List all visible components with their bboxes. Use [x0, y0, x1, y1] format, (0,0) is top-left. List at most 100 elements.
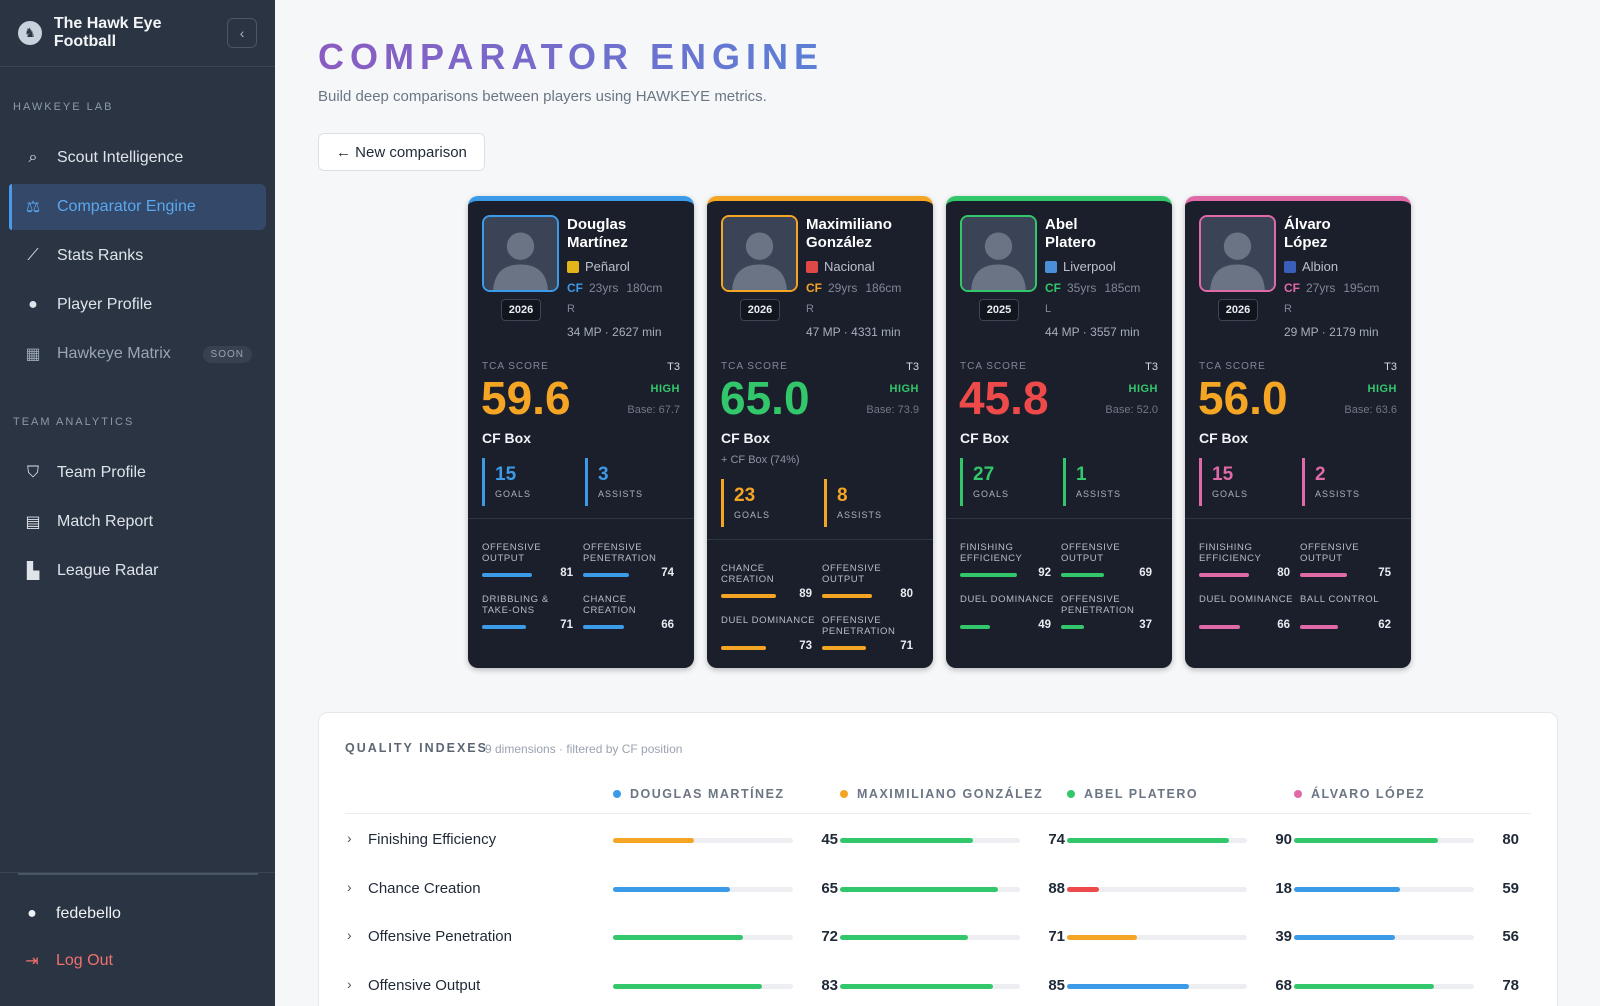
metric-item: OFFENSIVE PENETRATION 71: [822, 615, 923, 659]
username: fedebello: [56, 905, 121, 922]
quality-bar-fill: [840, 983, 993, 989]
player-card[interactable]: 2025 Abel Platero Liverpool CF 35yrs 185cm L 44 …: [946, 196, 1172, 668]
confidence-label: HIGH: [650, 383, 680, 395]
quality-row[interactable]: › Chance Creation 65 88 18 59: [345, 874, 1531, 904]
metric-value: 80: [1277, 567, 1290, 579]
player-bio: CF 35yrs 185cm: [1045, 281, 1140, 295]
metric-bar: [1061, 573, 1104, 577]
metric-item: FINISHING EFFICIENCY 80: [1199, 542, 1300, 586]
assists-stat-label: ASSISTS: [1076, 489, 1122, 499]
player-card[interactable]: 2026 Álvaro López Albion CF 27yrs 195cm R 29 MP …: [1185, 196, 1411, 668]
sidebar-item-hawkeye-matrix[interactable]: ▦ Hawkeye Matrix SOON: [9, 331, 266, 377]
metric-label-line1: DUEL DOMINANCE: [1199, 594, 1294, 605]
new-comparison-button[interactable]: ← New comparison: [318, 133, 485, 171]
collapse-sidebar-button[interactable]: ‹: [227, 18, 257, 48]
player-card[interactable]: 2026 Maximiliano González Nacional CF 29yrs 18…: [707, 196, 933, 668]
club-crest-icon: [806, 260, 818, 273]
metric-label: CHANCE CREATION: [721, 563, 822, 585]
quality-bar-track: [1067, 886, 1247, 892]
quality-bar-fill: [1067, 983, 1190, 989]
player-height: 185cm: [1104, 281, 1141, 295]
chevron-right-icon[interactable]: ›: [347, 878, 352, 895]
sidebar-item-comparator-engine[interactable]: ⚖ Comparator Engine: [9, 184, 266, 230]
quality-cell: 71: [840, 922, 1065, 952]
player-first-name: Maximiliano: [806, 216, 892, 233]
quality-row[interactable]: › Finishing Efficiency 45 74 90 80: [345, 825, 1531, 855]
key-metrics: FINISHING EFFICIENCY 80 OFFENSIVE OUTPUT 75 DU…: [1199, 542, 1399, 638]
sidebar-item-stats-ranks[interactable]: ⟋ Stats Ranks: [9, 233, 266, 279]
quality-bar-track: [613, 983, 793, 989]
chevron-right-icon[interactable]: ›: [347, 830, 352, 846]
player-color-dot: [1067, 790, 1075, 798]
logout-button[interactable]: ⇥ Log Out: [22, 951, 113, 971]
sidebar-item-label: Scout Intelligence: [57, 149, 184, 166]
sidebar-item-player-profile[interactable]: ● Player Profile: [9, 282, 266, 328]
tier-label: T3: [1145, 361, 1158, 373]
quality-dimension-name: Offensive Penetration: [368, 928, 512, 945]
divider: [1185, 518, 1411, 519]
sidebar-item-team-profile[interactable]: ⛉ Team Profile: [9, 450, 266, 496]
assists-stat: 3 ASSISTS: [585, 458, 688, 506]
user-profile-link[interactable]: ● fedebello: [22, 905, 121, 923]
club-name: Nacional: [824, 259, 875, 274]
tier-label: T3: [906, 361, 919, 373]
quality-row[interactable]: › Offensive Output 83 85 68 78: [345, 971, 1531, 1001]
quality-bar-track: [1067, 935, 1247, 940]
player-card[interactable]: 2026 Douglas Martínez Peñarol CF 23yrs 180cm R 3…: [468, 196, 694, 668]
quality-bar-fill: [1294, 886, 1401, 892]
quality-bar-fill: [840, 886, 999, 892]
metric-value: 89: [799, 588, 812, 600]
sidebar-item-match-report[interactable]: ▤ Match Report: [9, 499, 266, 545]
metric-item: BALL CONTROL 62: [1300, 594, 1401, 638]
base-score: Base: 73.9: [866, 404, 919, 416]
quality-row[interactable]: › Offensive Penetration 72 71 39 56: [345, 922, 1531, 952]
metric-label-line1: CHANCE: [721, 563, 765, 574]
goals-assists: 27 GOALS 1 ASSISTS: [960, 458, 1166, 506]
base-score: Base: 52.0: [1105, 404, 1158, 416]
sidebar-item-label: Team Profile: [57, 464, 146, 481]
assists-stat-value: 8: [837, 485, 848, 506]
quality-bar-track: [613, 838, 793, 843]
quality-dimension-name: Offensive Output: [368, 976, 481, 994]
quality-value: 68: [1275, 976, 1292, 994]
metric-label: OFFENSIVE PENETRATION: [583, 542, 684, 564]
metric-value: 66: [661, 619, 674, 631]
player-photo: [960, 215, 1037, 292]
metric-value: 73: [799, 640, 812, 652]
minutes-played: 3557 min: [1090, 325, 1140, 339]
metric-label-line2: EFFICIENCY: [960, 553, 1023, 564]
metric-label-line1: OFFENSIVE: [583, 542, 643, 553]
matches-played: 29 MP: [1284, 325, 1319, 339]
sidebar-section-title: TEAM ANALYTICS: [13, 416, 135, 428]
season-year-badge: 2025: [979, 299, 1019, 321]
player-age: 29yrs: [828, 281, 858, 295]
player-color-dot: [1294, 790, 1302, 798]
metric-label-line2: EFFICIENCY: [1199, 553, 1262, 564]
tca-score-label: TCA SCORE: [482, 361, 549, 372]
sidebar-item-scout-intelligence[interactable]: ⌕ Scout Intelligence: [9, 135, 266, 181]
metric-bar: [1061, 625, 1084, 629]
metric-bar: [583, 573, 629, 577]
player-name: Álvaro López: [1284, 216, 1404, 252]
chart-line-icon: ⟋: [27, 247, 39, 264]
metric-label: OFFENSIVE OUTPUT: [1061, 542, 1162, 564]
sidebar-item-label: Stats Ranks: [57, 247, 144, 264]
chevron-right-icon[interactable]: ›: [347, 927, 352, 943]
player-first-name: Douglas: [567, 216, 627, 233]
player-foot: R: [1284, 303, 1292, 315]
user-circle-icon: ●: [27, 905, 37, 922]
sidebar-item-label: Player Profile: [57, 296, 153, 313]
player-name: Maximiliano González: [806, 216, 926, 252]
club-crest-icon: [1284, 260, 1296, 273]
sidebar-item-league-radar[interactable]: ▙ League Radar: [9, 548, 266, 594]
club-name: Peñarol: [585, 259, 630, 274]
metric-label-line2: CREATION: [583, 605, 637, 616]
metric-value: 37: [1139, 619, 1152, 631]
quality-value: 90: [1275, 831, 1292, 848]
column-header-label: DOUGLAS MARTÍNEZ: [630, 787, 785, 801]
metric-item: DUEL DOMINANCE 49: [960, 594, 1061, 638]
metric-label-line1: OFFENSIVE: [1300, 542, 1360, 553]
chevron-right-icon[interactable]: ›: [347, 975, 352, 992]
player-silhouette-icon: [1201, 217, 1274, 290]
quality-cell: 56: [1294, 922, 1519, 952]
